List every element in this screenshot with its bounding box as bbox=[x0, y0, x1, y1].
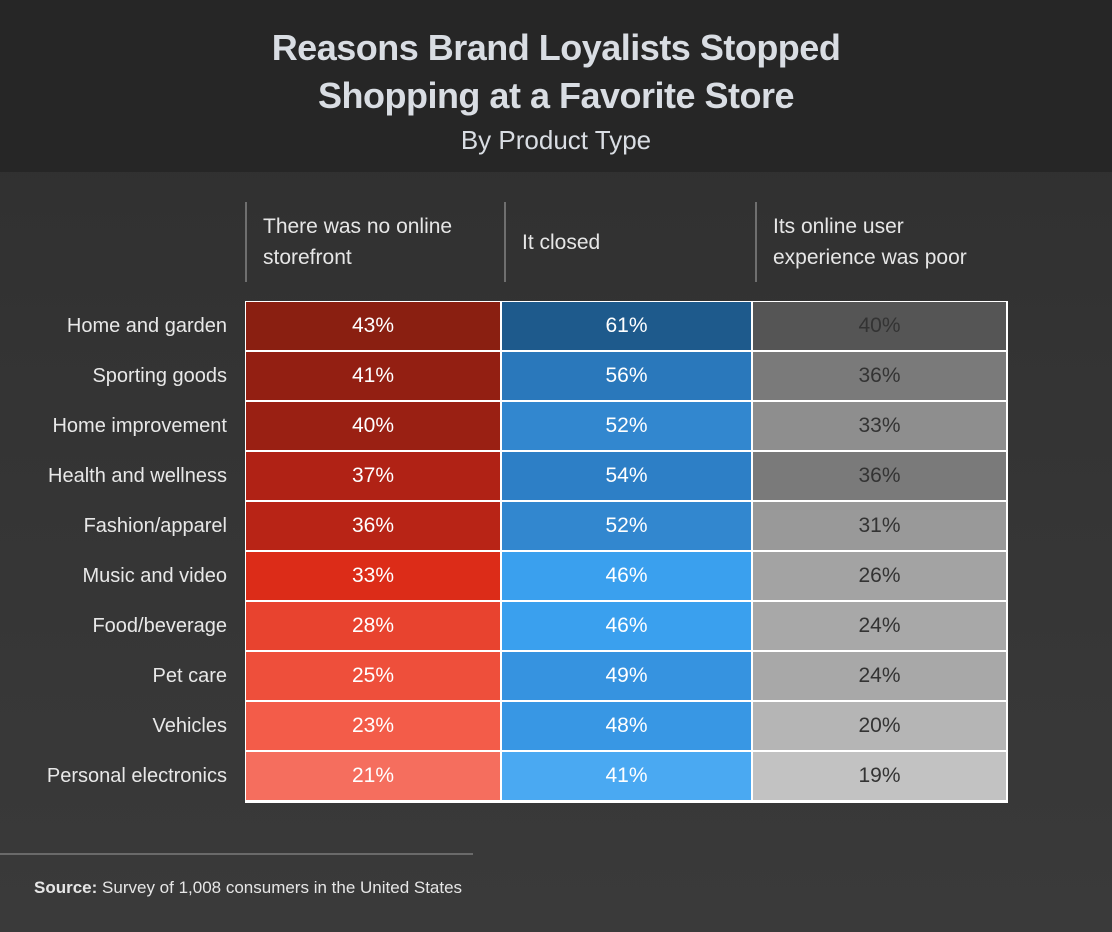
row-label: Personal electronics bbox=[46, 764, 227, 787]
column-header-it-closed: It closed bbox=[504, 202, 754, 282]
table-cell: 54% bbox=[502, 452, 751, 500]
table-cell: 37% bbox=[246, 452, 500, 500]
header-banner: Reasons Brand Loyalists Stopped Shopping… bbox=[0, 0, 1112, 172]
column-header-poor-online-experience: Its online user experience was poor bbox=[755, 202, 1007, 282]
table-cell: 40% bbox=[753, 302, 1006, 350]
table-cell: 52% bbox=[502, 502, 751, 550]
column-header-label: It closed bbox=[522, 230, 601, 254]
row-label: Home and garden bbox=[66, 314, 227, 337]
row-label: Fashion/apparel bbox=[83, 514, 227, 537]
chart-title-text: Reasons Brand Loyalists Stopped Shopping… bbox=[271, 27, 841, 116]
row-label: Pet care bbox=[152, 664, 227, 687]
table-cell: 23% bbox=[246, 702, 500, 750]
table-cell: 52% bbox=[502, 402, 751, 450]
table-cell: 36% bbox=[753, 452, 1006, 500]
table-cell: 46% bbox=[502, 602, 751, 650]
table-cell: 36% bbox=[753, 352, 1006, 400]
row-label: Food/beverage bbox=[92, 614, 227, 637]
table-cell: 20% bbox=[753, 702, 1006, 750]
table-cell: 36% bbox=[246, 502, 500, 550]
row-label: Home improvement bbox=[52, 414, 227, 437]
chart-subtitle: By Product Type bbox=[460, 125, 652, 155]
row-label: Vehicles bbox=[152, 714, 228, 737]
row-label: Music and video bbox=[82, 564, 227, 587]
source-label: Source: bbox=[34, 878, 98, 897]
table-cell: 28% bbox=[246, 602, 500, 650]
table-cell: 24% bbox=[753, 602, 1006, 650]
row-label: Health and wellness bbox=[48, 464, 227, 487]
column-header-no-online-storefront: There was no online storefront bbox=[245, 202, 503, 282]
table-cell: 61% bbox=[502, 302, 751, 350]
source-note: Source: Survey of 1,008 consumers in the… bbox=[34, 878, 462, 898]
table-cell: 40% bbox=[246, 402, 500, 450]
column-header-label: There was no online storefront bbox=[263, 215, 453, 269]
table-cell: 48% bbox=[502, 702, 751, 750]
table-cell: 24% bbox=[753, 652, 1006, 700]
table-cell: 31% bbox=[753, 502, 1006, 550]
data-table-grid: 43% 61% 40% 41% 56% 36% 40% 52% 33% 37% 54% 36% 36% 5… bbox=[245, 301, 1008, 803]
footer-divider bbox=[0, 853, 473, 855]
table-cell: 26% bbox=[753, 552, 1006, 600]
table-cell: 46% bbox=[502, 552, 751, 600]
table-cell: 49% bbox=[502, 652, 751, 700]
table-cell: 21% bbox=[246, 752, 500, 800]
chart-title: Reasons Brand Loyalists Stopped Shopping… bbox=[0, 24, 1112, 120]
table-cell: 41% bbox=[502, 752, 751, 800]
table-cell: 25% bbox=[246, 652, 500, 700]
table-cell: 41% bbox=[246, 352, 500, 400]
table-cell: 43% bbox=[246, 302, 500, 350]
table-cell: 56% bbox=[502, 352, 751, 400]
column-header-label: Its online user experience was poor bbox=[773, 215, 967, 269]
row-label: Sporting goods bbox=[92, 364, 227, 387]
table-cell: 19% bbox=[753, 752, 1006, 800]
source-text: Survey of 1,008 consumers in the United … bbox=[102, 878, 463, 897]
table-cell: 33% bbox=[753, 402, 1006, 450]
table-cell: 33% bbox=[246, 552, 500, 600]
